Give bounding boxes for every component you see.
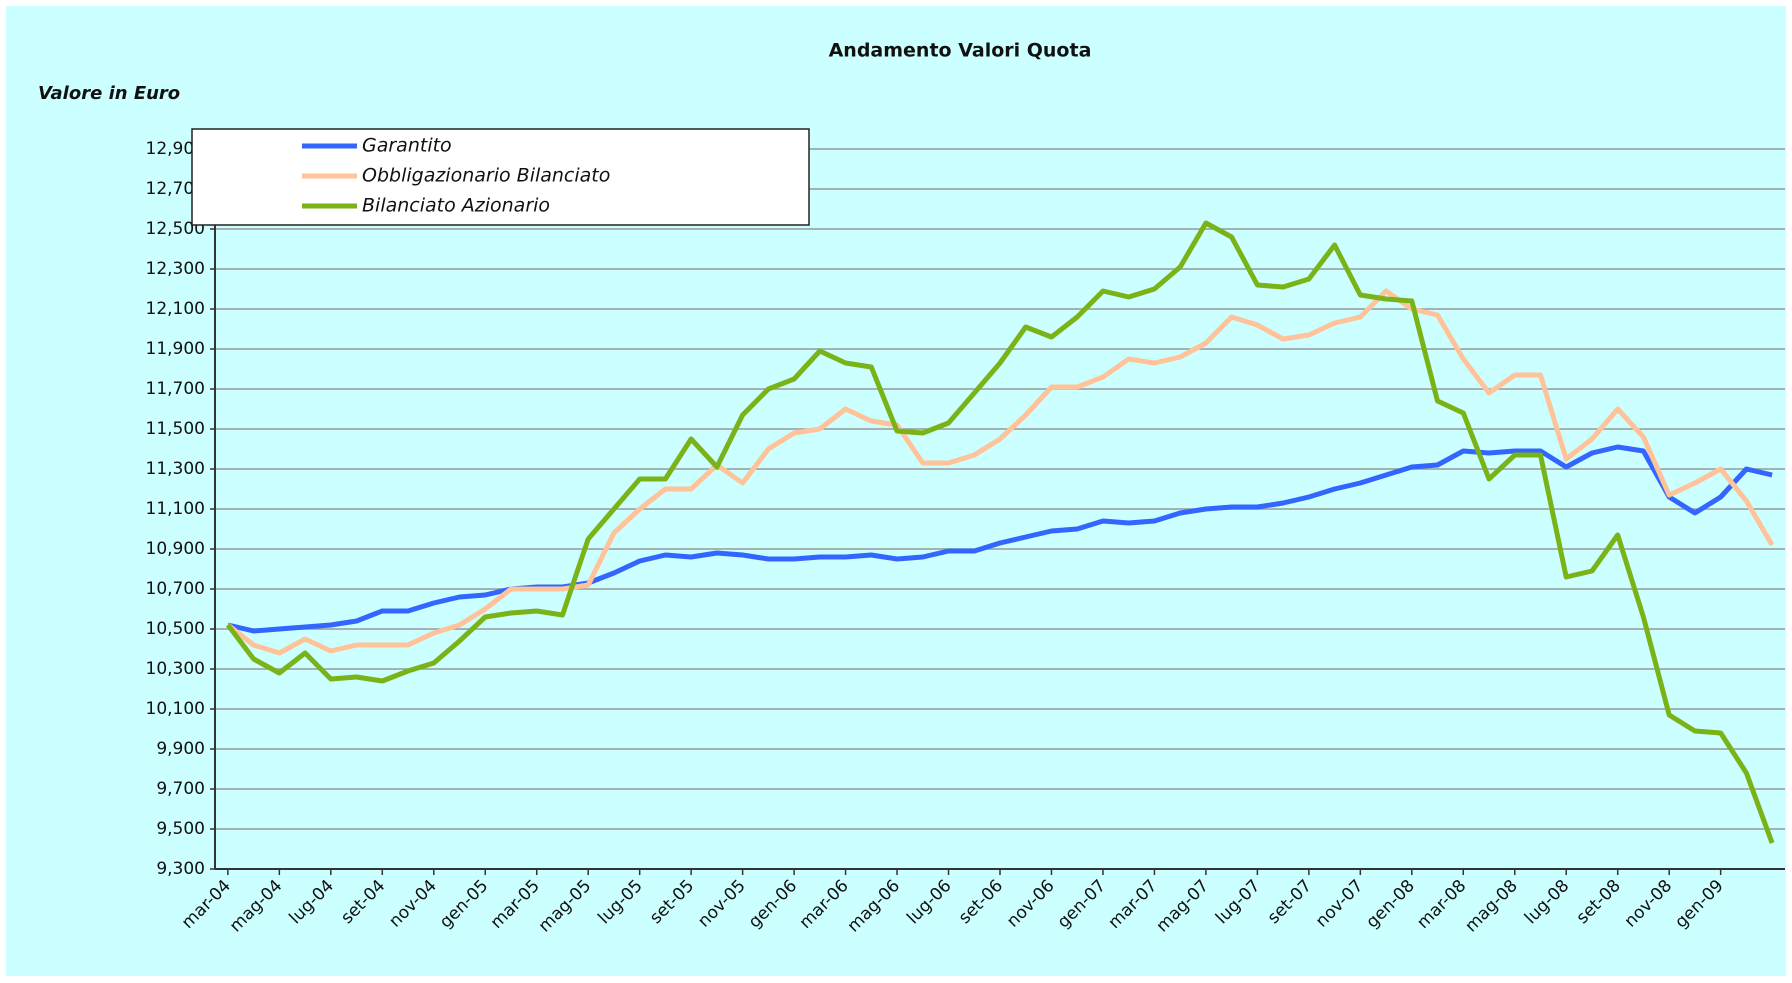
y-tick-label: 10,700 xyxy=(146,579,205,599)
legend-label: Obbligazionario Bilanciato xyxy=(362,165,610,187)
y-tick-label: 12,900 xyxy=(146,139,205,159)
legend-label: Bilanciato Azionario xyxy=(362,195,550,217)
y-tick-label: 9,300 xyxy=(156,859,205,879)
series-line xyxy=(225,220,1775,844)
legend-label: Garantito xyxy=(362,135,452,157)
chart-title: Andamento Valori Quota xyxy=(829,40,1092,62)
y-tick-label: 11,700 xyxy=(146,379,205,399)
y-tick-label: 11,300 xyxy=(146,459,205,479)
y-tick-label: 9,900 xyxy=(156,739,205,759)
y-tick-label: 11,900 xyxy=(146,339,205,359)
y-tick-label: 12,500 xyxy=(146,219,205,239)
legend-box xyxy=(191,128,810,226)
y-tick-label: 9,500 xyxy=(156,819,205,839)
series-line xyxy=(226,288,1775,656)
y-tick-label: 10,500 xyxy=(146,619,205,639)
y-tick-label: 11,500 xyxy=(146,419,205,439)
y-tick-label: 12,100 xyxy=(146,299,205,319)
y-tick-label: 12,300 xyxy=(146,259,205,279)
y-axis-label: Valore in Euro xyxy=(38,83,180,104)
series-line xyxy=(227,444,1773,634)
y-tick-label: 11,100 xyxy=(146,499,205,519)
y-tick-label: 12,700 xyxy=(146,179,205,199)
plot-area xyxy=(215,129,1785,869)
y-tick-label: 10,300 xyxy=(146,659,205,679)
y-tick-label: 10,100 xyxy=(146,699,205,719)
y-tick-label: 9,700 xyxy=(156,779,205,799)
y-tick-label: 10,900 xyxy=(146,539,205,559)
